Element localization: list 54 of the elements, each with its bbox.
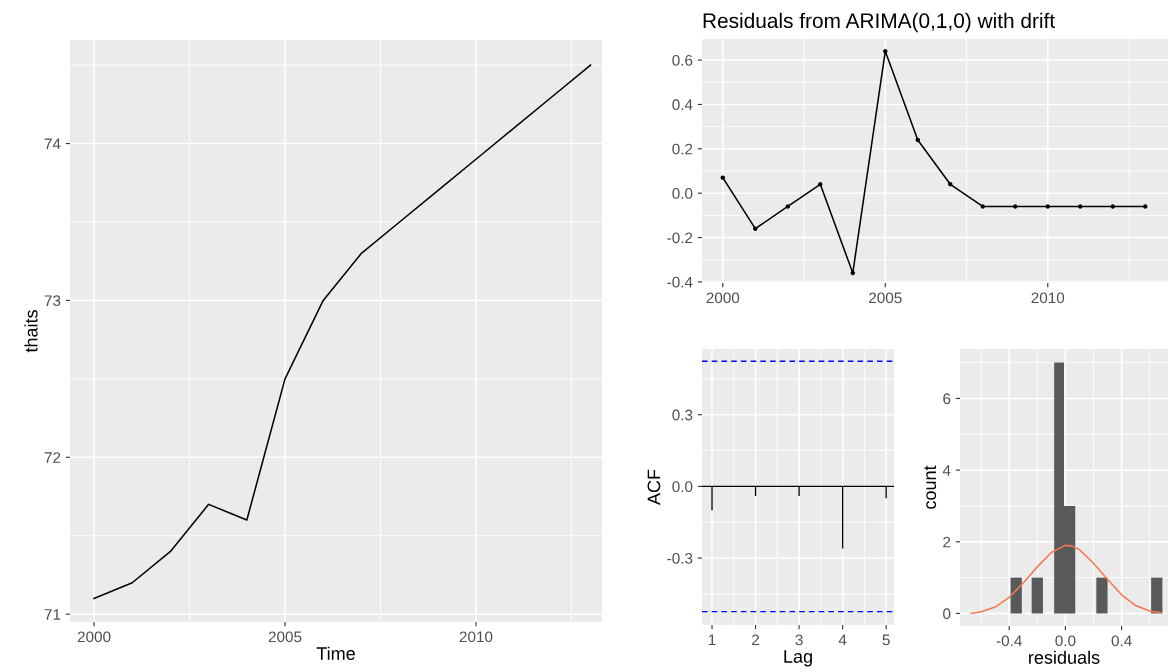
y-tick-label: 0.4: [672, 99, 693, 111]
point: [850, 270, 856, 276]
y-axis-title: count: [924, 465, 937, 509]
y-tick-label: -0.3: [667, 552, 693, 564]
y-tick-label: 4: [942, 465, 951, 476]
x-tick-label: 2000: [77, 631, 111, 643]
x-tick-label: 2: [752, 634, 760, 646]
line-series: [970, 544, 1162, 615]
y-tick-label: 0.3: [672, 409, 693, 421]
x-tick-label: 0.0: [1055, 635, 1076, 647]
point: [1045, 204, 1050, 209]
y-tick-label: 0.0: [672, 188, 693, 199]
x-axis-title: Lag: [784, 650, 812, 667]
y-axis-title: ACF: [647, 469, 661, 506]
y-tick-label: 6: [943, 393, 951, 405]
x-tick-label: 3: [795, 634, 803, 646]
point: [785, 204, 791, 209]
x-axis-title: residuals: [1029, 650, 1100, 664]
x-tick-label: 2005: [869, 292, 902, 304]
y-tick-label: 0.2: [672, 143, 693, 155]
point: [1013, 204, 1018, 209]
y-axis-title: thaits: [24, 310, 38, 353]
line-series: [93, 64, 592, 600]
y-tick-label: -0.4: [667, 276, 693, 288]
x-tick-label: 5: [882, 634, 890, 646]
point: [948, 182, 953, 187]
x-tick-label: 2010: [1031, 292, 1065, 304]
x-tick-label: 1: [708, 634, 716, 646]
x-tick-label: 4: [838, 634, 847, 646]
y-tick-label: -0.2: [667, 232, 693, 244]
x-tick-label: 2005: [268, 631, 302, 643]
y-tick-label: 71: [44, 609, 61, 620]
y-tick-label: 74: [44, 138, 61, 150]
point: [818, 182, 823, 187]
point: [1078, 204, 1083, 209]
y-tick-label: 73: [44, 295, 61, 307]
y-tick-label: 0: [943, 608, 951, 620]
point: [753, 226, 758, 231]
chart-title: Residuals from ARIMA(0,1,0) with drift: [703, 12, 1055, 33]
y-tick-label: 72: [44, 452, 61, 463]
x-tick-label: 0.4: [1111, 635, 1132, 647]
point: [915, 137, 920, 143]
x-tick-label: -0.4: [996, 635, 1022, 647]
point: [1110, 204, 1115, 209]
x-tick-label: 2000: [706, 292, 740, 304]
point: [883, 48, 888, 54]
point: [980, 204, 985, 209]
x-axis-title: Time: [316, 646, 355, 660]
point: [720, 175, 726, 180]
y-tick-label: 0.0: [672, 481, 693, 493]
y-tick-label: 2: [943, 536, 951, 548]
x-tick-label: 2010: [459, 631, 493, 643]
y-tick-label: 0.6: [672, 54, 693, 66]
point: [1143, 204, 1148, 209]
